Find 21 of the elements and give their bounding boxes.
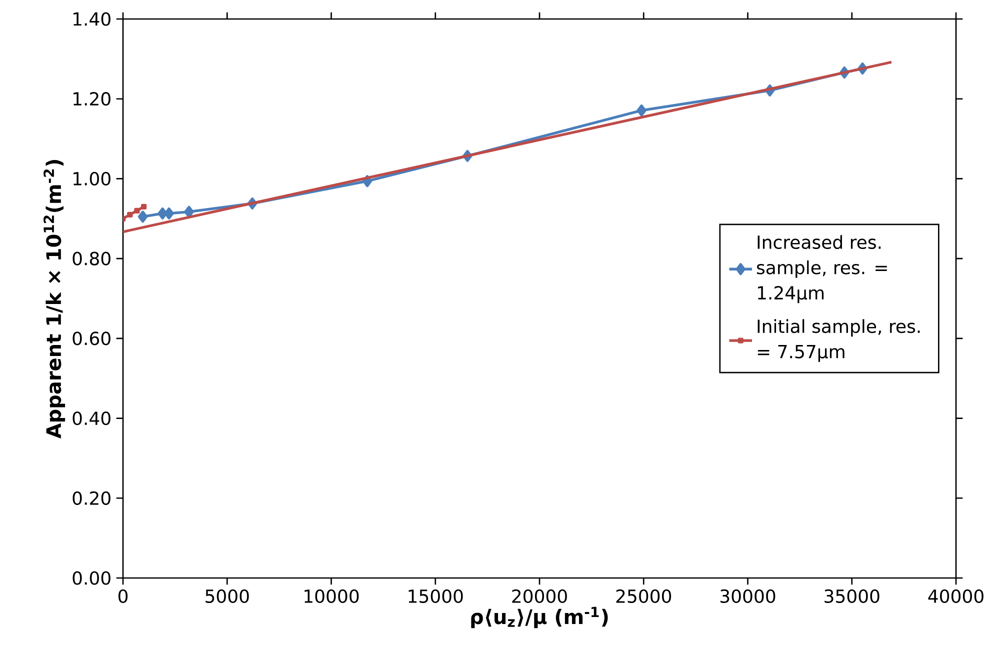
x-tick-label: 25000 [616, 589, 672, 603]
y-tick-label: 1.00 [74, 172, 110, 186]
y-tick-label: 0.80 [72, 252, 110, 266]
x-tick-label: 20000 [512, 589, 567, 603]
legend-label: Increased res. sample, res. = 1.24µm [756, 235, 887, 304]
x-tick-label: 30000 [720, 589, 776, 603]
y-tick-label: 0.20 [72, 491, 110, 505]
y-axis-title: Apparent 1/k × 10$^{12}$(m$^{-2}$) [44, 160, 66, 439]
y-tick-label: 1.40 [74, 12, 110, 26]
y-tick-label: 0.40 [72, 411, 110, 426]
y-tick-label: 1.20 [74, 92, 110, 106]
y-tick-label: 0.60 [72, 332, 110, 346]
x-tick-label: 5000 [206, 589, 249, 603]
x-tick-label: 40000 [928, 589, 984, 603]
x-tick-label: 10000 [304, 589, 359, 603]
x-axis-title: ρ⟨u$_{z}$⟩/μ (m$^{-1}$) [471, 606, 608, 628]
x-tick-label: 0 [118, 589, 128, 603]
y-tick-label: 0.00 [72, 571, 110, 585]
x-tick-label: 35000 [824, 589, 880, 603]
legend-label: Initial sample, res. = 7.57µm [758, 319, 920, 362]
x-tick-label: 15000 [408, 589, 463, 603]
